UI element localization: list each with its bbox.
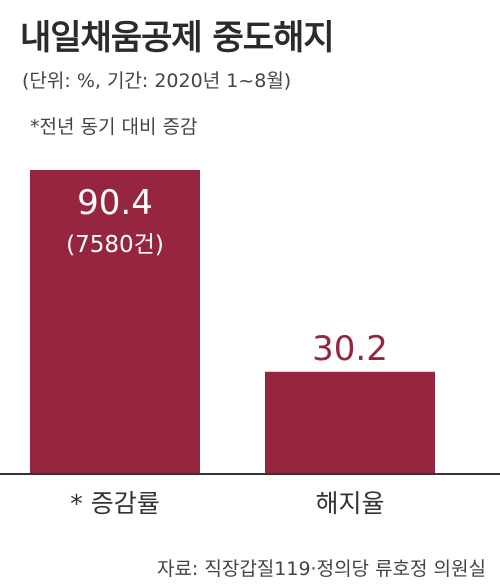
sub-label-1: (7580건)	[66, 232, 164, 258]
category-label-1: * 증감률	[70, 489, 159, 518]
chart-source: 자료: 직장갑질119·정의당 류호정 의원실	[156, 558, 486, 580]
bar-2	[265, 371, 435, 473]
category-label-2: 해지율	[315, 489, 384, 518]
bar-1	[30, 170, 200, 473]
chart-title: 내일채움공제 중도해지	[20, 18, 335, 58]
value-label-1: 90.4	[77, 183, 153, 223]
value-label-2: 30.2	[312, 329, 388, 369]
chart-subtitle: (단위: %, 기간: 2020년 1~8월)	[22, 70, 292, 92]
chart-note: *전년 동기 대비 증감	[30, 116, 198, 138]
